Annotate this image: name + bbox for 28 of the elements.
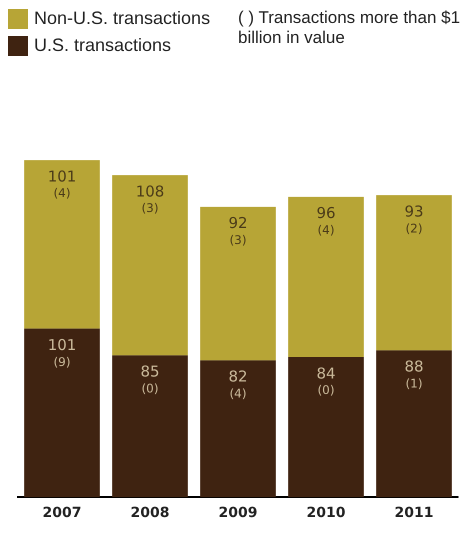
x-tick-label: 2008 — [130, 505, 170, 522]
data-label: 101 (9) — [48, 336, 76, 369]
data-label: 108 (3) — [136, 182, 164, 216]
x-tick-label: 2010 — [306, 505, 346, 522]
legend-label: Non-U.S. transactions — [34, 8, 210, 29]
data-label: 82 (4) — [228, 368, 248, 400]
data-label: 96 (4) — [316, 204, 336, 237]
bar — [376, 195, 452, 350]
bar — [200, 206, 276, 360]
data-label: 84 (0) — [316, 364, 336, 398]
data-label: 88 (1) — [404, 358, 424, 390]
data-label: 93 (2) — [404, 202, 424, 236]
data-label: 85 (0) — [140, 362, 160, 396]
bar — [112, 175, 188, 356]
bar — [112, 355, 188, 498]
text: ( ) Transactions more than $1 billion in value — [238, 8, 462, 48]
bar — [24, 328, 100, 498]
bar — [288, 196, 364, 358]
data-label: 101 (4) — [48, 167, 76, 200]
bar — [200, 360, 276, 498]
data-label: 92 (3) — [228, 214, 248, 247]
x-tick-label: 2009 — [218, 505, 258, 522]
bar — [376, 350, 452, 498]
bar — [288, 357, 364, 498]
bar — [24, 160, 100, 329]
x-tick-label: 2011 — [394, 505, 434, 522]
legend-label: U.S. transactions — [34, 35, 172, 56]
x-tick-label: 2007 — [42, 505, 82, 522]
